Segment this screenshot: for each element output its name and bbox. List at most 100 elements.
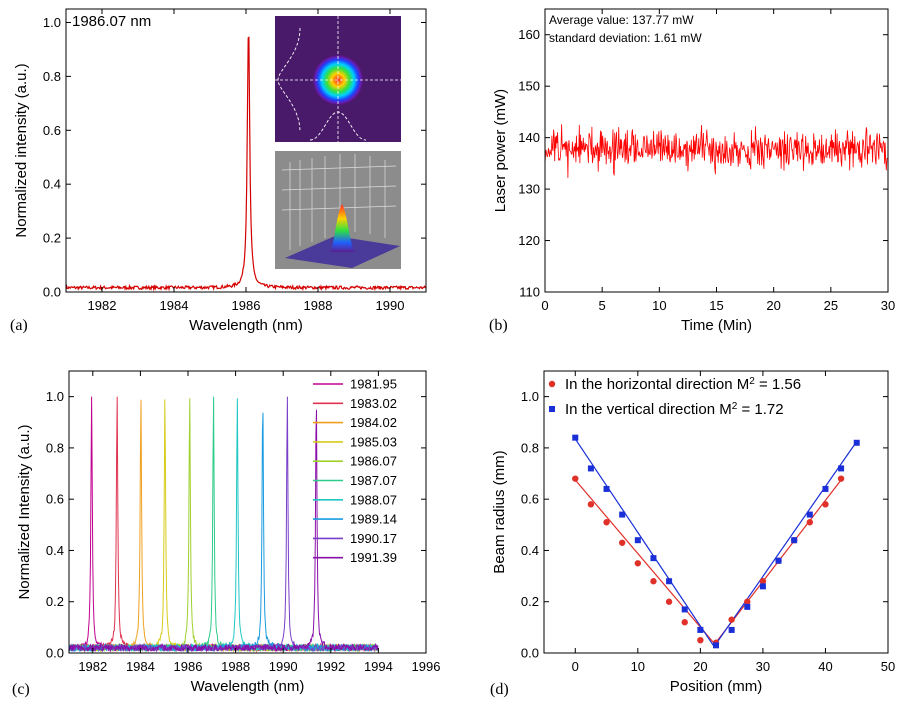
x-axis-label: Wavelength (nm) xyxy=(189,317,303,334)
point-vertical xyxy=(634,537,641,544)
x-tick-label: 1982 xyxy=(88,298,117,313)
y-tick-label: 0.2 xyxy=(521,594,539,609)
x-tick-label: 1984 xyxy=(126,659,155,674)
panel-a-axes: 1982 1984 1986 1988 1990 0.0 0.2 0.4 0.6 0.8 1.0 Wa… xyxy=(13,9,426,334)
y-tick-label: 0.0 xyxy=(46,646,64,661)
x-tick-label: 15 xyxy=(709,298,723,313)
panel-d-series xyxy=(572,434,860,649)
x-tick-label: 1988 xyxy=(221,659,250,674)
x-axis-label: Position (mm) xyxy=(670,678,763,695)
point-horizontal xyxy=(650,578,657,585)
legend-marker-vertical xyxy=(549,406,555,412)
point-vertical xyxy=(759,583,766,590)
y-tick-label: 0.2 xyxy=(43,231,61,246)
point-horizontal xyxy=(634,560,642,567)
y-tick-label: 160 xyxy=(518,27,540,42)
legend-label-1987.07: 1987.07 xyxy=(350,473,397,488)
y-tick-label: 0.4 xyxy=(46,543,64,558)
point-horizontal xyxy=(681,619,688,626)
x-tick-label: 25 xyxy=(824,298,838,313)
beam-3d-peak xyxy=(330,204,356,252)
panel-c-frame xyxy=(68,370,427,654)
point-vertical xyxy=(619,511,626,518)
x-tick-label: 1994 xyxy=(364,659,393,674)
spectrum-1991.39 xyxy=(68,409,379,653)
x-tick-label: 0 xyxy=(541,298,548,313)
y-tick-label: 0.0 xyxy=(43,285,61,300)
y-axis-label: Normalized Intensity (a.u.) xyxy=(16,424,33,599)
point-vertical xyxy=(728,626,735,633)
point-vertical xyxy=(587,465,594,472)
y-tick-label: 1.0 xyxy=(46,389,64,404)
x-tick-label: 1984 xyxy=(160,298,189,313)
y-axis-label: Laser power (mW) xyxy=(492,89,509,212)
panel-d: 0 10 20 30 40 50 0.0 0.2 0.4 0.6 0.8 1.0 Position (m… xyxy=(490,370,895,698)
y-axis-label: Normalized intensity (a.u.) xyxy=(13,63,30,237)
panel-d-label: (d) xyxy=(490,681,509,698)
legend-label-1988.07: 1988.07 xyxy=(350,492,397,507)
point-vertical xyxy=(806,511,813,518)
panel-c-axes: 1982 1984 1986 1988 1990 1992 1994 1996 0.0 0.2 0.… xyxy=(16,371,440,695)
point-horizontal xyxy=(618,539,626,546)
point-horizontal xyxy=(572,475,579,482)
x-tick-label: 1982 xyxy=(78,659,107,674)
y-tick-label: 110 xyxy=(519,285,540,300)
point-horizontal xyxy=(665,598,673,605)
x-tick-label: 1986 xyxy=(174,659,203,674)
y-tick-label: 140 xyxy=(518,130,540,145)
x-tick-label: 1996 xyxy=(412,659,441,674)
point-vertical xyxy=(650,555,657,562)
point-horizontal xyxy=(822,501,829,508)
x-tick-label: 1986 xyxy=(232,298,261,313)
point-vertical xyxy=(697,626,704,633)
y-tick-label: 1.0 xyxy=(43,15,61,30)
legend-label-horizontal: In the horizontal direction M2 = 1.56 xyxy=(565,376,801,394)
point-vertical xyxy=(713,642,719,649)
y-tick-label: 0.8 xyxy=(43,69,61,84)
panel-b: 0 5 10 15 20 25 30 110 120 130 140 150 160 Time (Min)… xyxy=(489,8,895,334)
beam-3d-grid xyxy=(281,154,397,250)
panel-b-series xyxy=(544,124,888,178)
x-tick-label: 1988 xyxy=(304,298,333,313)
x-tick-label: 30 xyxy=(881,298,895,313)
legend-label-vertical: In the vertical direction M2 = 1.72 xyxy=(565,401,784,419)
x-tick-label: 50 xyxy=(881,659,895,674)
panel-d-legend: In the horizontal direction M2 = 1.56 In … xyxy=(548,376,801,419)
spectrum-1990.17 xyxy=(68,396,379,653)
y-tick-label: 0.4 xyxy=(43,177,61,192)
point-vertical xyxy=(853,439,860,446)
y-tick-label: 1.0 xyxy=(521,389,539,404)
point-vertical xyxy=(666,578,673,585)
x-tick-label: 30 xyxy=(756,659,770,674)
panel-d-frame xyxy=(543,370,889,654)
fit-horizontal xyxy=(574,479,842,645)
x-tick-label: 10 xyxy=(631,659,645,674)
legend-label-1989.14: 1989.14 xyxy=(350,512,397,527)
point-vertical xyxy=(744,603,751,610)
y-tick-label: 0.8 xyxy=(521,440,539,455)
panel-a-annotation: 1986.07 nm xyxy=(72,13,151,30)
x-tick-label: 1990 xyxy=(269,659,298,674)
spectrum-1983.02 xyxy=(68,396,379,653)
x-tick-label: 20 xyxy=(693,659,707,674)
y-tick-label: 0.4 xyxy=(521,543,539,558)
beam-3d-inset xyxy=(275,151,401,269)
x-axis-label: Time (Min) xyxy=(681,317,752,334)
legend-label-1985.03: 1985.03 xyxy=(350,434,397,449)
y-tick-label: 0.6 xyxy=(46,492,64,507)
y-tick-label: 0.6 xyxy=(43,123,61,138)
legend-label-1983.02: 1983.02 xyxy=(350,396,397,411)
point-vertical xyxy=(603,485,610,492)
y-tick-label: 0.8 xyxy=(46,440,64,455)
panel-d-axes: 0 10 20 30 40 50 0.0 0.2 0.4 0.6 0.8 1.0 Position (m… xyxy=(491,371,895,695)
panel-c-label: (c) xyxy=(12,681,30,698)
y-tick-label: 130 xyxy=(518,182,540,197)
x-tick-label: 0 xyxy=(572,659,579,674)
legend-label-1981.95: 1981.95 xyxy=(350,377,397,392)
point-vertical xyxy=(838,465,845,472)
point-vertical xyxy=(572,434,579,441)
point-vertical xyxy=(681,606,688,613)
point-vertical xyxy=(791,537,798,544)
power-trace xyxy=(544,124,888,178)
panel-c: 1982 1984 1986 1988 1990 1992 1994 1996 0.0 0.2 0.… xyxy=(12,370,440,698)
